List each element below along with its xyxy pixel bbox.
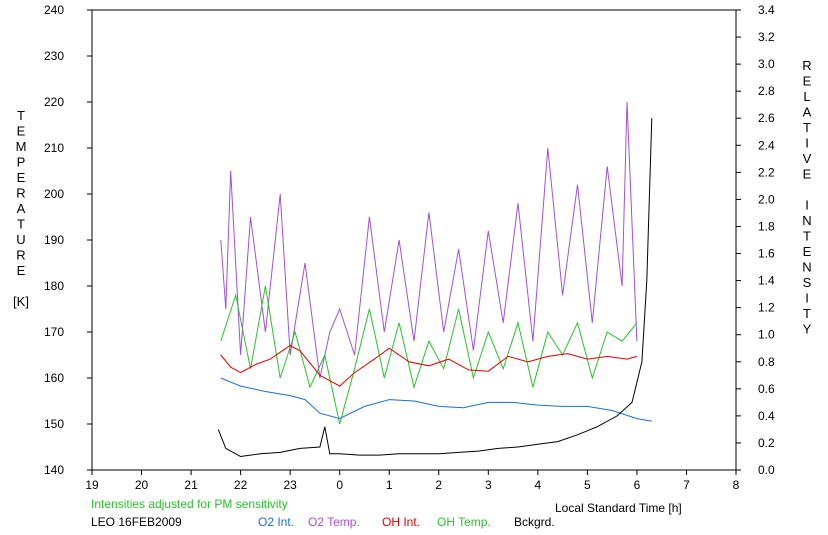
y-right-tick-label: 2.2: [758, 165, 775, 179]
x-tick-label: 8: [733, 478, 740, 492]
y-left-label-char: P: [17, 155, 26, 170]
legend-bckgrd: Bckgrd.: [514, 515, 555, 529]
x-tick-label: 1: [386, 478, 393, 492]
legend-oh-int: OH Int.: [382, 515, 420, 529]
y-left-label-char: [K]: [13, 294, 29, 309]
plot-frame: [91, 9, 737, 471]
series-oh-temp: [220, 285, 638, 425]
y-right-tick-label: 3.2: [758, 30, 775, 44]
y-left-tick-label: 170: [44, 325, 64, 339]
x-tick-label: 4: [535, 478, 542, 492]
y-right-label-char: T: [803, 229, 811, 244]
y-right-label-char: T: [803, 120, 811, 135]
y-left-label-char: E: [17, 124, 26, 139]
legend-o2-int: O2 Int.: [258, 515, 294, 529]
y-right-tick-label: 3.4: [758, 3, 775, 17]
x-tick-label: 2: [435, 478, 442, 492]
y-right-label-char: N: [802, 213, 811, 228]
y-left-label-char: E: [17, 263, 26, 278]
x-tick-label: 20: [135, 478, 149, 492]
y-right-label-char: S: [803, 275, 812, 290]
series-o2-temp: [220, 101, 638, 379]
y-left-tick-label: 140: [44, 463, 64, 477]
y-right-label-char: I: [805, 136, 809, 151]
legend-o2-temp: O2 Temp.: [308, 515, 360, 529]
y-right-tick-label: 1.4: [758, 274, 775, 288]
series-oh-int: [220, 344, 638, 387]
y-left-label-char: U: [16, 232, 25, 247]
y-right-tick-label: 2.6: [758, 111, 775, 125]
series-o2-int: [220, 377, 652, 422]
sensitivity-note: Intensities adjusted for PM sensitivity: [91, 497, 288, 511]
y-left-tick-label: 190: [44, 233, 64, 247]
y-right-tick-label: 3.0: [758, 57, 775, 71]
y-left-tick-label: 240: [44, 3, 64, 17]
y-right-tick-label: 1.2: [758, 301, 775, 315]
y-left-tick-label: 150: [44, 417, 64, 431]
y-right-label-char: I: [805, 198, 809, 213]
y-right-label-char: L: [803, 89, 810, 104]
y-right-tick-label: 1.0: [758, 328, 775, 342]
y-right-label-char: I: [805, 291, 809, 306]
y-right-tick-label: 0.4: [758, 409, 775, 423]
legend-oh-temp: OH Temp.: [437, 515, 491, 529]
x-tick-label: 7: [683, 478, 690, 492]
x-tick-label: 0: [336, 478, 343, 492]
y-left-label-char: A: [17, 201, 26, 216]
y-right-label-char: R: [802, 58, 811, 73]
y-left-label-char: T: [17, 108, 25, 123]
x-axis-label: Local Standard Time [h]: [555, 501, 682, 515]
y-left-label-char: T: [17, 217, 25, 232]
y-right-label-char: T: [803, 306, 811, 321]
y-axis-left: 140 150 160 170 180 190 200 210 220 230 240: [44, 3, 92, 477]
y-right-label-char: E: [803, 74, 812, 89]
x-tick-label: 6: [634, 478, 641, 492]
y-left-label-char: M: [16, 139, 27, 154]
y-right-label-char: N: [802, 260, 811, 275]
y-right-label-char: E: [803, 167, 812, 182]
y-left-tick-label: 160: [44, 371, 64, 385]
y-right-label-char: A: [803, 105, 812, 120]
y-left-tick-label: 230: [44, 49, 64, 63]
x-tick-label: 3: [485, 478, 492, 492]
series-bckgrd: [217, 118, 653, 458]
y-right-tick-label: 1.8: [758, 219, 775, 233]
y-left-tick-label: 180: [44, 279, 64, 293]
y-left-label-char: R: [16, 248, 25, 263]
y-right-tick-label: 0.0: [758, 463, 775, 477]
y-right-label-char: V: [803, 151, 812, 166]
y-left-label-char: E: [17, 170, 26, 185]
x-axis: 19 20 21 22 23 0 1 2 3 4 5 6 7 8: [85, 470, 740, 492]
y-axis-right: 0.0 0.2 0.4 0.6 0.8 1.0 1.2 1.4 1.6 1.8 2.0 2.2 2.4 2…: [736, 3, 775, 477]
x-tick-label: 22: [234, 478, 248, 492]
x-tick-label: 23: [283, 478, 297, 492]
y-left-tick-label: 210: [44, 141, 64, 155]
series-layer: [217, 101, 653, 458]
y-right-tick-label: 2.8: [758, 84, 775, 98]
y-left-tick-label: 220: [44, 95, 64, 109]
y-right-tick-label: 0.2: [758, 436, 775, 450]
y-left-label-char: R: [16, 186, 25, 201]
y-right-label-char: Y: [803, 322, 812, 337]
y-right-tick-label: 0.8: [758, 355, 775, 369]
y-right-tick-label: 2.0: [758, 192, 775, 206]
x-tick-label: 5: [584, 478, 591, 492]
y-right-tick-label: 2.4: [758, 138, 775, 152]
x-tick-label: 21: [184, 478, 198, 492]
y-right-tick-label: 0.6: [758, 382, 775, 396]
y-right-tick-label: 1.6: [758, 247, 775, 261]
y-left-tick-label: 200: [44, 187, 64, 201]
y-right-label-char: E: [803, 244, 812, 259]
x-tick-label: 19: [85, 478, 99, 492]
station-label: LEO 16FEB2009: [91, 515, 182, 529]
